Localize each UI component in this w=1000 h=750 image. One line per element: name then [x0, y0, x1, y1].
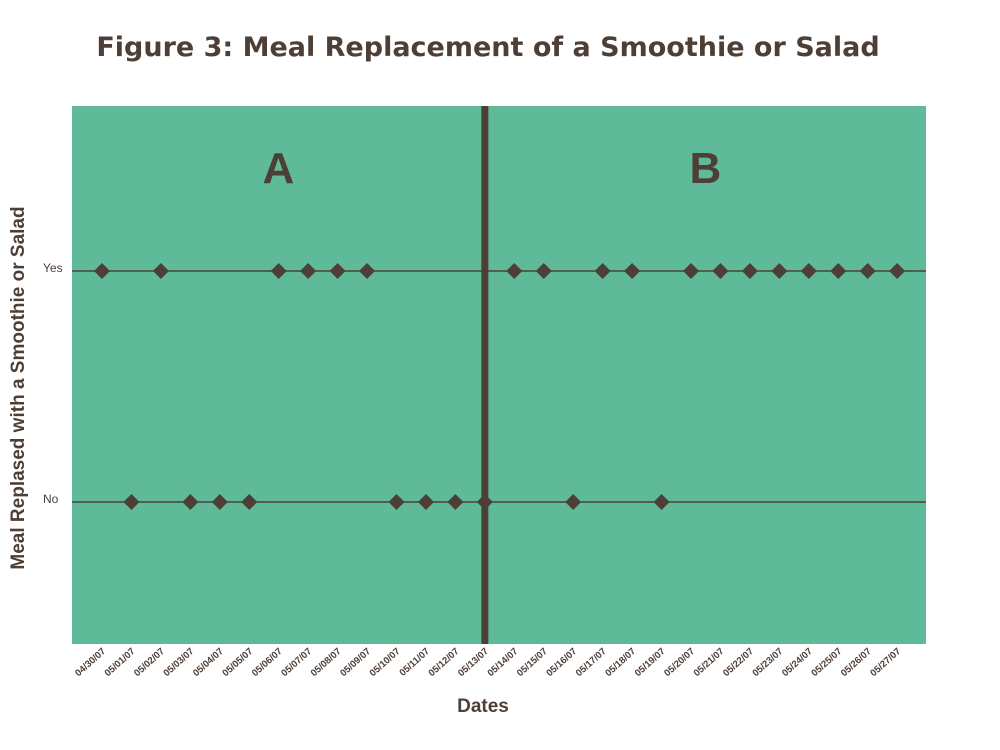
x-tick-label: 05/02/07	[132, 646, 167, 679]
x-tick-label: 05/16/07	[544, 646, 579, 679]
data-point	[388, 494, 405, 510]
data-point	[329, 263, 346, 279]
data-point	[447, 494, 464, 510]
data-point	[889, 263, 906, 279]
data-point	[476, 494, 493, 510]
x-tick-label: 05/03/07	[162, 646, 197, 679]
data-point	[506, 263, 523, 279]
data-point	[123, 494, 140, 510]
data-point	[300, 263, 317, 279]
data-point	[653, 494, 670, 510]
y-axis-tick-labels: No Yes	[43, 261, 63, 506]
y-tick-label: No	[43, 492, 59, 506]
x-tick-label: 05/14/07	[485, 646, 520, 679]
data-point	[741, 263, 758, 279]
x-tick-label: 04/30/07	[73, 646, 108, 679]
x-tick-label: 05/23/07	[751, 646, 786, 679]
chart-title: Figure 3: Meal Replacement of a Smoothie…	[96, 32, 879, 63]
data-point	[417, 494, 434, 510]
x-tick-label: 05/27/07	[868, 646, 903, 679]
data-point	[800, 263, 817, 279]
x-tick-label: 05/21/07	[692, 646, 727, 679]
data-point	[565, 494, 582, 510]
data-point	[712, 263, 729, 279]
data-point	[771, 263, 788, 279]
x-tick-label: 05/13/07	[456, 646, 491, 679]
x-tick-label: 05/04/07	[191, 646, 226, 679]
x-tick-label: 05/12/07	[427, 646, 462, 679]
x-tick-label: 05/07/07	[279, 646, 314, 679]
x-tick-label: 05/11/07	[397, 646, 431, 679]
data-point	[241, 494, 258, 510]
data-point	[152, 263, 169, 279]
data-point	[624, 263, 641, 279]
x-tick-label: 05/17/07	[574, 646, 609, 679]
x-tick-label: 05/22/07	[721, 646, 756, 679]
plot-area	[72, 106, 926, 644]
x-tick-label: 05/10/07	[368, 646, 403, 679]
data-point	[683, 263, 699, 279]
y-tick-label: Yes	[43, 261, 63, 275]
x-tick-label: 05/26/07	[839, 646, 874, 679]
data-point	[182, 494, 199, 510]
phase-label-b: B	[690, 144, 722, 193]
data-point	[211, 494, 228, 510]
x-tick-label: 05/09/07	[338, 646, 373, 679]
x-tick-label: 05/20/07	[662, 646, 697, 679]
data-point	[830, 263, 847, 279]
x-tick-label: 05/24/07	[780, 646, 815, 679]
data-point	[535, 263, 552, 279]
x-tick-label: 05/15/07	[515, 646, 550, 679]
x-tick-label: 05/06/07	[250, 646, 285, 679]
data-point	[859, 263, 876, 279]
x-tick-label: 05/01/07	[103, 646, 138, 679]
x-tick-label: 05/05/07	[220, 646, 255, 679]
x-axis-label: Dates	[457, 696, 509, 717]
data-point	[359, 263, 376, 279]
x-axis-tick-labels: 04/30/0705/01/0705/02/0705/03/0705/04/07…	[73, 646, 903, 679]
x-tick-label: 05/08/07	[309, 646, 344, 679]
data-markers	[94, 263, 906, 510]
phase-label-a: A	[263, 144, 295, 193]
x-tick-label: 05/25/07	[809, 646, 844, 679]
data-point	[270, 263, 287, 279]
y-axis-label: Meal Replased with a Smoothie or Salad	[8, 206, 29, 569]
x-tick-label: 05/18/07	[603, 646, 638, 679]
data-point	[594, 263, 611, 279]
x-tick-label: 05/19/07	[633, 646, 668, 679]
data-point	[94, 263, 110, 279]
